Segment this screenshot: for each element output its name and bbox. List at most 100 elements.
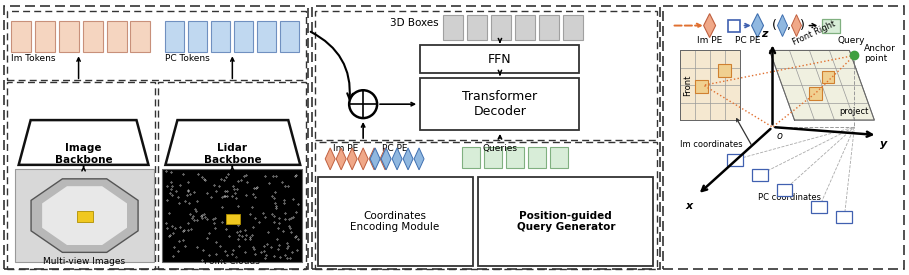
- Text: ): ): [800, 19, 804, 32]
- Bar: [776, 184, 793, 196]
- Bar: [158, 82, 306, 269]
- Text: Lidar
Backbone: Lidar Backbone: [204, 143, 261, 164]
- Text: project: project: [840, 107, 869, 116]
- Text: Query: Query: [837, 35, 865, 45]
- Polygon shape: [770, 50, 874, 120]
- Bar: [812, 201, 827, 213]
- Polygon shape: [415, 148, 424, 170]
- Text: x: x: [685, 201, 693, 211]
- Bar: [726, 154, 743, 166]
- Bar: [11, 21, 31, 53]
- Bar: [809, 87, 823, 100]
- Text: PC PE: PC PE: [734, 35, 760, 45]
- Bar: [35, 21, 55, 53]
- Bar: [717, 64, 731, 77]
- Bar: [506, 147, 524, 168]
- Polygon shape: [381, 148, 391, 170]
- Polygon shape: [777, 15, 787, 37]
- Text: Image
Backbone: Image Backbone: [55, 143, 113, 164]
- Bar: [484, 147, 502, 168]
- Bar: [226, 214, 240, 224]
- Polygon shape: [358, 148, 368, 170]
- Bar: [528, 147, 546, 168]
- Bar: [257, 21, 276, 53]
- Bar: [6, 11, 306, 80]
- Text: PC coordinates: PC coordinates: [758, 193, 821, 202]
- Bar: [76, 211, 93, 222]
- Bar: [663, 6, 904, 269]
- Polygon shape: [704, 14, 715, 37]
- Bar: [727, 20, 740, 32]
- Text: Anchor
point: Anchor point: [864, 44, 896, 63]
- Polygon shape: [680, 50, 740, 120]
- Bar: [467, 15, 487, 40]
- Text: Position-guided
Query Generator: Position-guided Query Generator: [516, 211, 615, 232]
- Text: Front: Front: [683, 75, 692, 96]
- FancyArrowPatch shape: [311, 32, 353, 99]
- Text: Multi-view Images: Multi-view Images: [43, 257, 125, 266]
- Text: Coordinates
Encoding Module: Coordinates Encoding Module: [351, 211, 440, 232]
- Bar: [312, 6, 660, 269]
- Bar: [462, 147, 480, 168]
- Polygon shape: [369, 148, 379, 170]
- Bar: [235, 21, 254, 53]
- Polygon shape: [325, 148, 335, 170]
- Polygon shape: [336, 148, 346, 170]
- Text: (: (: [772, 19, 777, 32]
- Bar: [318, 177, 473, 266]
- Text: z: z: [761, 29, 767, 40]
- Bar: [6, 82, 155, 269]
- Bar: [752, 169, 767, 181]
- Bar: [823, 71, 834, 83]
- Bar: [478, 177, 653, 266]
- Bar: [514, 15, 534, 40]
- Bar: [106, 21, 126, 53]
- Polygon shape: [42, 186, 127, 245]
- Polygon shape: [347, 148, 357, 170]
- Polygon shape: [392, 148, 402, 170]
- Bar: [315, 11, 656, 140]
- Bar: [165, 21, 185, 53]
- Text: FFN: FFN: [488, 53, 512, 66]
- Text: ,: ,: [787, 19, 792, 32]
- Bar: [563, 15, 583, 40]
- Text: 3D Boxes: 3D Boxes: [390, 18, 439, 28]
- Polygon shape: [403, 148, 413, 170]
- Text: PC Tokens: PC Tokens: [165, 54, 210, 64]
- Text: Front Right: Front Right: [792, 20, 837, 48]
- Bar: [836, 211, 853, 222]
- Polygon shape: [19, 120, 148, 165]
- Bar: [491, 15, 511, 40]
- Text: Im Tokens: Im Tokens: [11, 54, 55, 64]
- Text: Im PE: Im PE: [333, 144, 358, 153]
- Bar: [83, 21, 103, 53]
- Bar: [163, 169, 302, 262]
- Text: Im coordinates: Im coordinates: [680, 140, 743, 149]
- Bar: [4, 6, 308, 269]
- Text: Transformer
Decoder: Transformer Decoder: [463, 90, 537, 118]
- Text: Point Clouds: Point Clouds: [205, 257, 260, 266]
- Bar: [15, 169, 155, 262]
- Bar: [550, 147, 568, 168]
- Bar: [443, 15, 463, 40]
- Bar: [131, 21, 151, 53]
- Polygon shape: [31, 179, 138, 252]
- Text: o: o: [776, 131, 783, 141]
- Polygon shape: [792, 15, 802, 37]
- Bar: [694, 80, 707, 93]
- Text: y: y: [880, 139, 887, 149]
- Bar: [315, 142, 656, 269]
- Bar: [420, 45, 579, 73]
- Polygon shape: [380, 148, 390, 170]
- Text: Im PE: Im PE: [697, 35, 723, 45]
- Bar: [823, 19, 841, 32]
- Polygon shape: [165, 120, 300, 165]
- Text: Queries: Queries: [483, 144, 517, 153]
- Polygon shape: [752, 14, 764, 37]
- Bar: [420, 78, 579, 130]
- Polygon shape: [370, 148, 380, 170]
- Bar: [280, 21, 299, 53]
- Text: PC PE: PC PE: [383, 144, 408, 153]
- Bar: [539, 15, 559, 40]
- Bar: [58, 21, 78, 53]
